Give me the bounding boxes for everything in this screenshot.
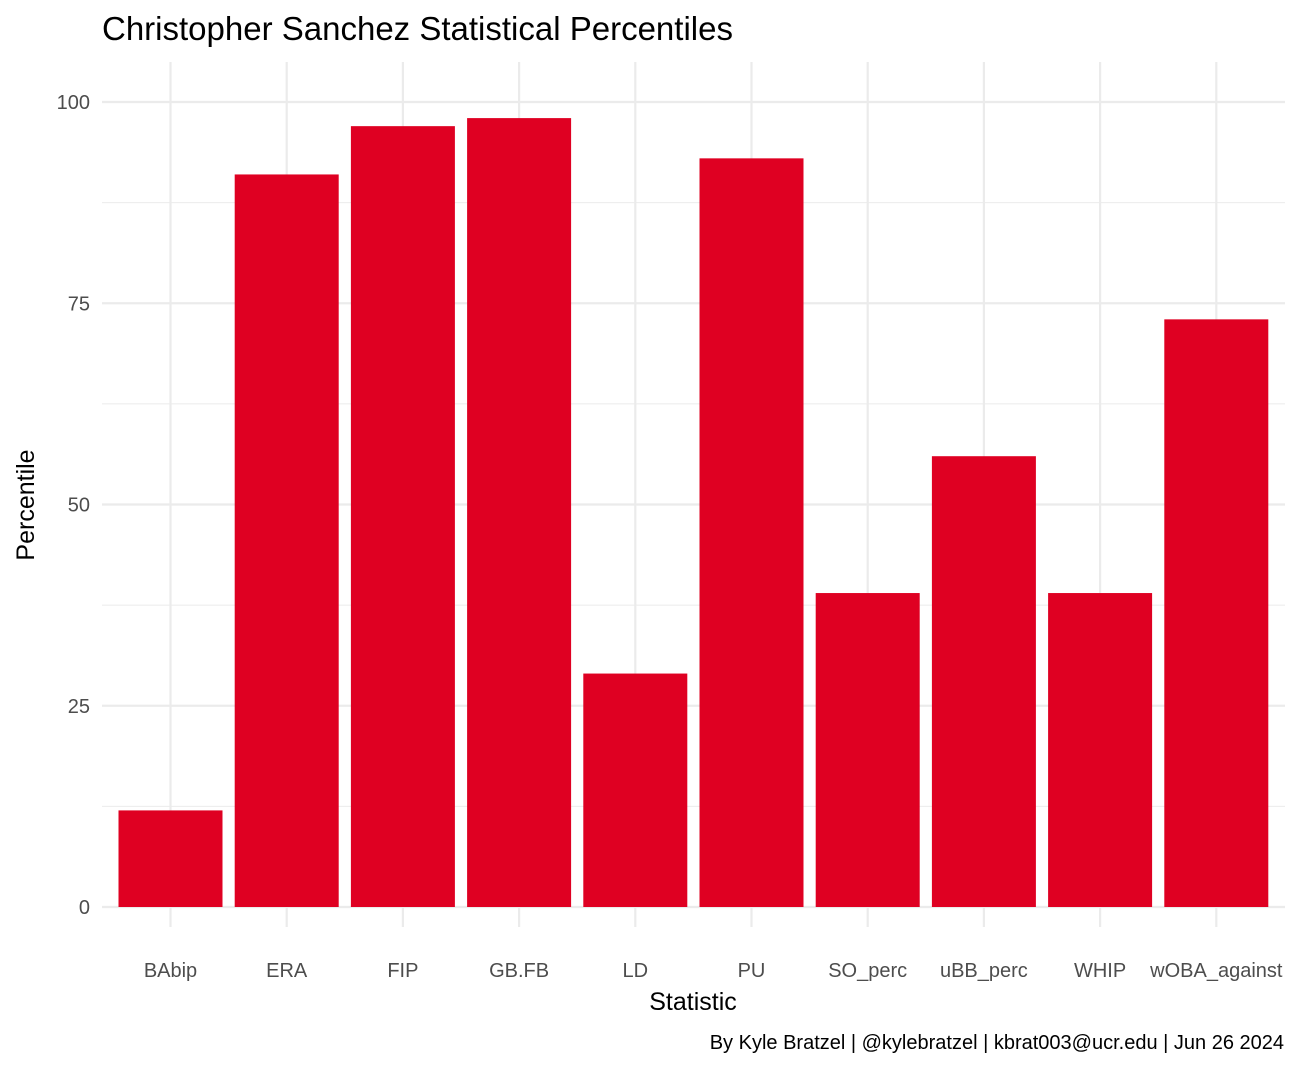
y-tick-label: 75 (68, 293, 90, 315)
bar-FIP (350, 126, 455, 907)
bar-uBB_perc (931, 456, 1036, 907)
chart-caption: By Kyle Bratzel | @kylebratzel | kbrat00… (710, 1032, 1284, 1054)
x-tick-label: LD (623, 960, 649, 982)
y-axis-title: Percentile (12, 449, 40, 560)
y-tick-label: 25 (68, 696, 90, 718)
bars (118, 118, 1269, 908)
bar-PU (699, 158, 804, 908)
x-tick-label: ERA (266, 960, 308, 982)
y-axis-ticks: 0 25 50 75 100 (57, 92, 90, 919)
y-tick-label: 50 (68, 495, 90, 517)
x-tick-label: FIP (387, 960, 418, 982)
bar-wOBA_against (1164, 319, 1269, 908)
x-tick-label: uBB_perc (940, 960, 1028, 982)
bar-LD (583, 673, 688, 907)
bar-BAbip (118, 810, 223, 907)
x-tick-label: WHIP (1074, 960, 1126, 982)
x-tick-label: BAbip (144, 960, 197, 982)
x-axis-ticks: BAbip ERA FIP GB.FB LD PU SO_perc uBB_perc WHIP w… (144, 960, 1283, 982)
bar-WHIP (1048, 593, 1153, 907)
bar-SO_perc (815, 593, 920, 907)
y-tick-label: 100 (57, 92, 90, 114)
x-tick-label: SO_perc (828, 960, 907, 982)
bar-GB.FB (467, 118, 572, 908)
x-tick-label: wOBA_against (1149, 960, 1283, 982)
chart-title: Christopher Sanchez Statistical Percenti… (102, 10, 733, 47)
x-axis-title: Statistic (649, 988, 737, 1016)
x-tick-label: PU (738, 960, 766, 982)
y-tick-label: 0 (79, 897, 90, 919)
x-tick-label: GB.FB (489, 960, 549, 982)
bar-ERA (234, 174, 339, 907)
